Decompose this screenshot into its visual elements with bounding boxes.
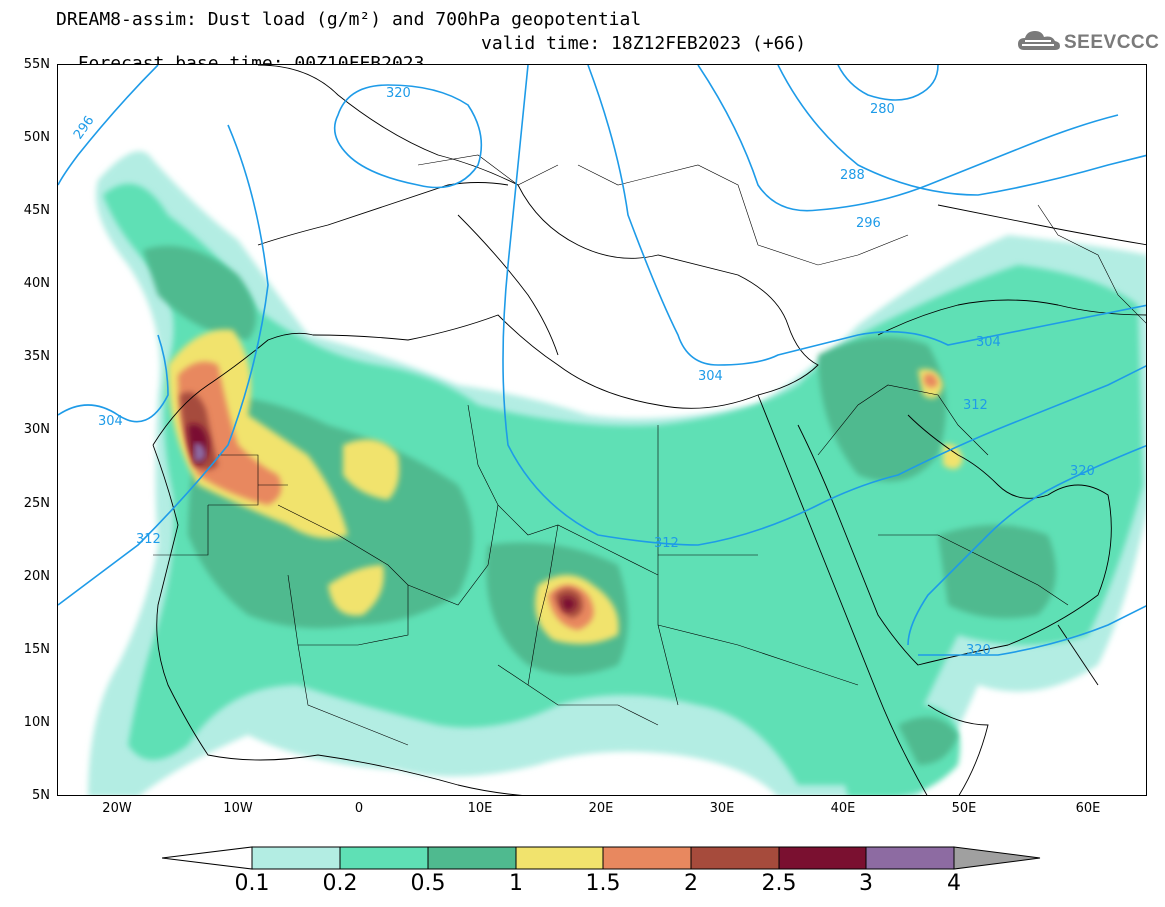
lat-label: 45N — [23, 203, 50, 218]
dust-level-3 — [194, 442, 206, 462]
colorbar-bin — [865, 846, 955, 870]
colorbar-tick: 0.2 — [322, 871, 358, 896]
colorbar-bin — [427, 846, 517, 870]
country-borders — [153, 154, 1146, 746]
contour-label: 320 — [966, 643, 991, 658]
colorbar-tick: 2 — [684, 871, 698, 896]
colorbar-bin — [602, 846, 692, 870]
lon-label: 0 — [354, 801, 364, 816]
geopotential-contours — [58, 65, 1146, 656]
lat-label: 30N — [23, 422, 50, 437]
seevccc-logo: SEEVCCC — [1016, 26, 1160, 56]
contour-label: 320 — [1070, 464, 1095, 479]
colorbar-high-triangle — [953, 846, 1041, 870]
contour-label: 280 — [870, 102, 895, 117]
logo-text: SEEVCCC — [1064, 32, 1160, 53]
lat-label: 20N — [23, 569, 50, 584]
coastlines — [152, 65, 1146, 795]
lon-label: 50E — [951, 801, 977, 816]
contour-label: 288 — [840, 168, 865, 183]
colorbar-tick: 1 — [509, 871, 523, 896]
lon-label: 20E — [588, 801, 614, 816]
colorbar — [162, 846, 1041, 870]
dust-map: 296 320 280 288 296 304 304 312 304 312 … — [57, 64, 1147, 796]
colorbar-tick: 2.5 — [761, 871, 797, 896]
colorbar-low-triangle — [162, 846, 253, 870]
lon-label: 30E — [709, 801, 735, 816]
contour-label: 304 — [98, 414, 123, 429]
contour-label: 320 — [386, 86, 411, 101]
contour-label: 312 — [963, 398, 988, 413]
lat-label: 5N — [32, 788, 50, 803]
colorbar-tick: 1.5 — [585, 871, 621, 896]
contour-label: 296 — [856, 216, 881, 231]
contour-label: 304 — [698, 369, 723, 384]
colorbar-tick: 4 — [947, 871, 961, 896]
colorbar-bin — [690, 846, 780, 870]
lat-label: 50N — [23, 130, 50, 145]
lat-label: 15N — [23, 642, 50, 657]
map-title: DREAM8-assim: Dust load (g/m²) and 700hP… — [56, 9, 642, 30]
lat-label: 55N — [23, 57, 50, 72]
colorbar-bin — [515, 846, 604, 870]
valid-time: valid time: 18Z12FEB2023 (+66) — [481, 33, 807, 54]
lat-label: 10N — [23, 715, 50, 730]
contour-label: 312 — [654, 536, 679, 551]
lon-label: 60E — [1075, 801, 1101, 816]
colorbar-bin — [778, 846, 867, 870]
cloud-logo-icon — [1018, 31, 1060, 50]
lon-label: 20W — [102, 801, 132, 816]
lat-label: 25N — [23, 496, 50, 511]
colorbar-bin — [339, 846, 429, 870]
lon-label: 10W — [223, 801, 253, 816]
contour-label: 304 — [976, 335, 1001, 350]
colorbar-tick: 0.1 — [234, 871, 270, 896]
lon-label: 10E — [467, 801, 493, 816]
lat-label: 40N — [23, 276, 50, 291]
colorbar-bin — [251, 846, 341, 870]
lon-label: 40E — [830, 801, 856, 816]
lat-label: 35N — [23, 349, 50, 364]
colorbar-tick: 0.5 — [410, 871, 446, 896]
contour-label: 312 — [136, 532, 161, 547]
colorbar-tick: 3 — [859, 871, 873, 896]
